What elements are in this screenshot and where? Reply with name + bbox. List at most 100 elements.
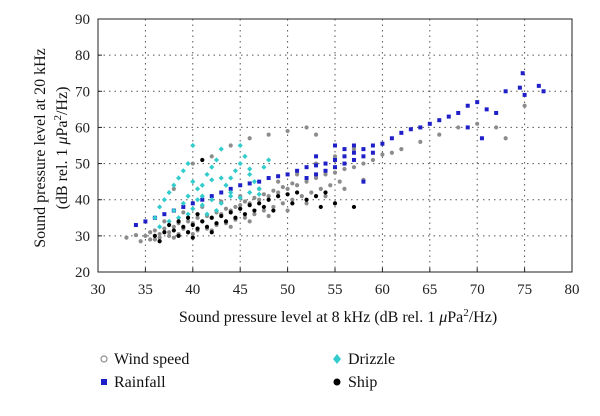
- data-point-rainfall: [361, 179, 366, 184]
- data-point-wind-speed: [522, 103, 527, 108]
- data-point-ship: [223, 219, 229, 224]
- series-drizzle: [152, 142, 272, 230]
- data-point-rainfall: [228, 186, 233, 191]
- y-axis-label-line1: Sound pressure level at 20 kHz: [32, 48, 49, 248]
- y-tick-label: 90: [75, 12, 90, 28]
- data-point-drizzle: [180, 200, 186, 206]
- data-point-wind-speed: [309, 190, 314, 195]
- data-point-rainfall: [304, 165, 309, 170]
- data-point-wind-speed: [280, 201, 285, 206]
- data-point-drizzle: [237, 195, 243, 201]
- data-point-drizzle: [171, 182, 177, 188]
- data-point-drizzle: [218, 200, 224, 206]
- data-point-wind-speed: [285, 128, 290, 134]
- data-point-wind-speed: [304, 179, 309, 184]
- data-point-drizzle: [194, 186, 201, 192]
- data-point-ship: [157, 239, 162, 244]
- data-point-drizzle: [190, 142, 196, 149]
- data-point-rainfall: [295, 168, 300, 173]
- data-point-drizzle: [185, 211, 191, 217]
- data-point-ship: [162, 230, 167, 235]
- data-point-rainfall: [314, 163, 319, 168]
- data-point-wind-speed: [190, 231, 195, 237]
- data-point-ship: [167, 222, 172, 228]
- legend-marker-ship: [333, 378, 341, 386]
- y-tick-label: 50: [75, 157, 90, 173]
- data-point-wind-speed: [399, 147, 404, 152]
- data-point-wind-speed: [223, 206, 229, 211]
- data-point-rainfall: [536, 83, 541, 88]
- data-point-wind-speed: [162, 219, 167, 224]
- data-point-wind-speed: [261, 208, 266, 213]
- data-point-rainfall: [238, 183, 243, 188]
- data-point-rainfall: [323, 168, 328, 173]
- data-point-ship: [176, 219, 181, 224]
- x-tick-labels: 30 35 40 45 50 55 60 65 70 75 80: [91, 282, 580, 298]
- data-point-drizzle: [261, 164, 267, 170]
- data-point-ship: [204, 224, 210, 229]
- data-point-ship: [171, 228, 176, 233]
- data-point-wind-speed: [171, 235, 176, 240]
- x-tick-label: 80: [565, 282, 580, 298]
- data-point-rainfall: [219, 190, 224, 195]
- data-point-wind-speed: [323, 172, 328, 177]
- data-point-ship: [195, 212, 200, 217]
- data-point-drizzle: [204, 211, 210, 217]
- y-tick-label: 70: [75, 84, 90, 100]
- data-point-ship: [266, 197, 271, 202]
- data-point-ship: [252, 208, 257, 213]
- tick-marks: [97, 18, 573, 273]
- series-ship: [152, 157, 357, 244]
- data-point-rainfall: [190, 201, 195, 206]
- data-point-rainfall: [342, 154, 347, 159]
- data-point-rainfall: [304, 176, 309, 181]
- data-point-wind-speed: [351, 147, 357, 152]
- data-point-rainfall: [133, 223, 138, 228]
- data-point-rainfall: [484, 107, 489, 112]
- data-point-ship: [257, 201, 262, 206]
- data-point-rainfall: [446, 114, 451, 119]
- data-point-wind-speed: [328, 183, 333, 188]
- data-point-drizzle: [175, 215, 182, 221]
- data-point-rainfall: [522, 92, 527, 97]
- data-point-wind-speed: [247, 219, 252, 224]
- data-point-ship: [185, 230, 191, 235]
- data-point-drizzle: [247, 189, 253, 196]
- data-point-wind-speed: [271, 188, 276, 193]
- data-point-wind-speed: [370, 157, 376, 163]
- data-point-wind-speed: [304, 201, 309, 206]
- data-point-drizzle: [185, 193, 191, 199]
- data-point-ship: [152, 233, 157, 238]
- x-tick-label: 45: [233, 282, 248, 298]
- data-point-rainfall: [541, 89, 546, 94]
- data-point-wind-speed: [342, 186, 347, 191]
- data-point-drizzle: [190, 179, 196, 185]
- data-point-rainfall: [370, 150, 375, 155]
- data-point-ship: [261, 204, 266, 210]
- data-point-wind-speed: [185, 219, 191, 224]
- data-point-drizzle: [247, 166, 253, 172]
- x-tick-label: 35: [138, 282, 153, 298]
- data-point-ship: [238, 206, 243, 211]
- data-point-rainfall: [465, 103, 470, 108]
- data-point-drizzle: [209, 164, 215, 170]
- data-point-drizzle: [180, 168, 186, 174]
- data-point-rainfall: [361, 147, 366, 152]
- data-point-wind-speed: [167, 233, 172, 238]
- data-point-wind-speed: [148, 230, 153, 235]
- data-point-wind-speed: [276, 190, 281, 195]
- y-tick-label: 30: [75, 229, 90, 245]
- data-point-rainfall: [503, 89, 508, 94]
- data-point-rainfall: [314, 172, 319, 177]
- data-point-drizzle: [237, 160, 243, 167]
- data-point-drizzle: [175, 175, 182, 181]
- data-point-wind-speed: [290, 181, 295, 186]
- data-point-ship: [233, 215, 238, 220]
- data-point-drizzle: [209, 197, 215, 203]
- data-point-rainfall: [247, 181, 252, 186]
- data-point-wind-speed: [294, 172, 300, 177]
- data-point-wind-speed: [337, 179, 342, 184]
- data-point-wind-speed: [152, 237, 157, 242]
- data-point-drizzle: [228, 189, 234, 196]
- data-point-ship: [332, 201, 338, 206]
